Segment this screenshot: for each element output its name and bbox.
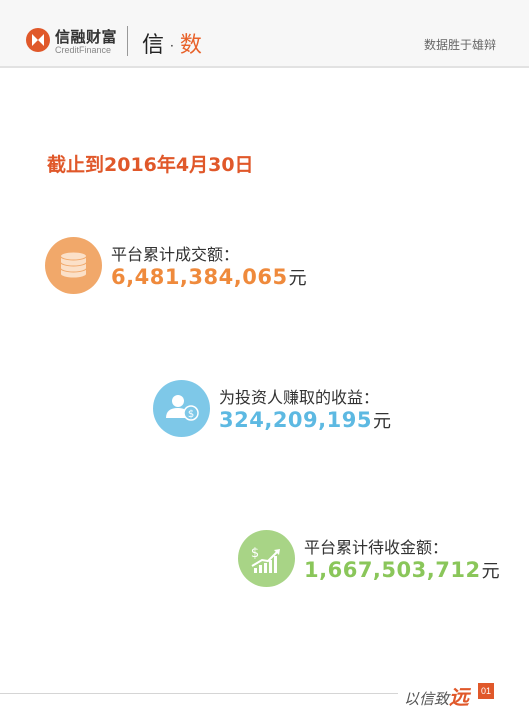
- brand-title: 信 · 数: [142, 27, 202, 59]
- stat-label: 平台累计成交额：: [111, 245, 240, 264]
- stat-unit: 元: [481, 561, 500, 582]
- page-number-badge: 01: [478, 683, 494, 699]
- brand-right: 数: [179, 33, 202, 58]
- header-tagline: 数据胜于雄辩: [423, 38, 496, 52]
- stat-value: 6,481,384,065: [111, 265, 288, 289]
- investor-dollar-icon: $: [153, 380, 210, 437]
- stat-value: 1,667,503,712: [304, 558, 481, 582]
- coins-stack-icon: [45, 237, 102, 294]
- logo-english-name: CreditFinance: [55, 45, 112, 55]
- growth-chart-icon: $: [238, 530, 295, 587]
- page-header: 信融财富 CreditFinance 信 · 数 数据胜于雄辩: [0, 0, 529, 68]
- footer-slogan: 以信致远: [404, 681, 469, 710]
- header-divider: [127, 26, 128, 56]
- brand-left: 信: [142, 33, 165, 58]
- stat-value-row: 1,667,503,712元: [304, 557, 500, 583]
- brand-dot: ·: [170, 39, 174, 53]
- footer-slogan-emphasis: 远: [449, 685, 470, 709]
- footer-divider: [0, 693, 398, 694]
- svg-text:$: $: [188, 409, 194, 420]
- stat-value: 324,209,195: [219, 408, 372, 432]
- stat-label: 为投资人赚取的收益：: [219, 388, 380, 407]
- stat-unit: 元: [372, 411, 391, 432]
- footer-slogan-prefix: 以信致: [404, 690, 450, 708]
- stat-value-row: 324,209,195元: [219, 407, 391, 433]
- stat-unit: 元: [288, 268, 307, 289]
- svg-text:$: $: [251, 546, 259, 561]
- stat-value-row: 6,481,384,065元: [111, 264, 307, 290]
- report-date-title: 截止到2016年4月30日: [47, 154, 254, 176]
- stat-label: 平台累计待收金额：: [304, 538, 449, 557]
- logo-chinese-name: 信融财富: [55, 28, 118, 46]
- xinrong-logo-icon: [26, 28, 50, 52]
